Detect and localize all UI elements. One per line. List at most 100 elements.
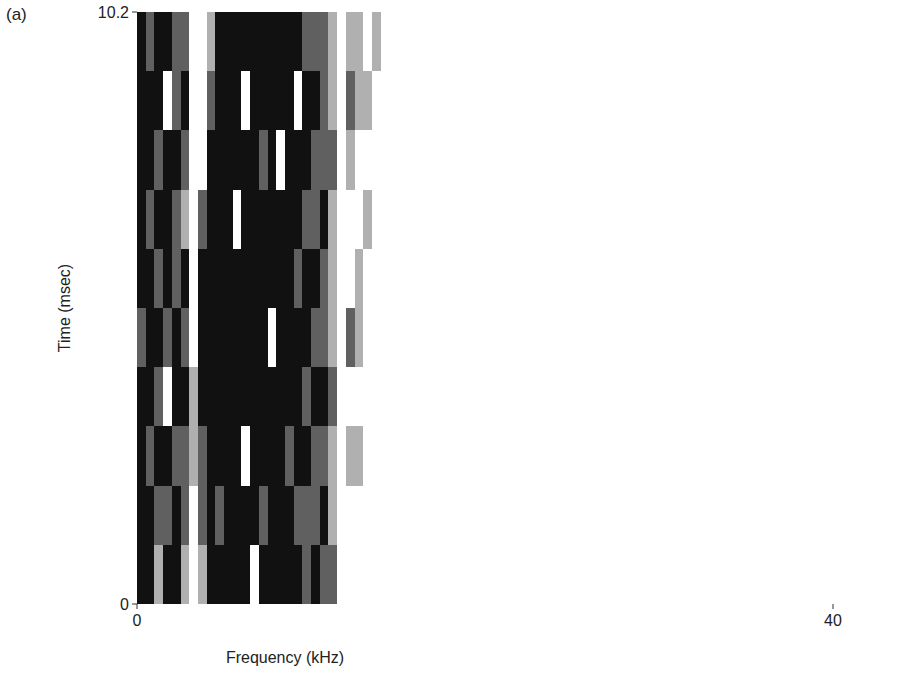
cell <box>311 190 320 249</box>
cell <box>250 249 259 308</box>
cell <box>215 486 224 545</box>
cell <box>381 367 390 426</box>
cell <box>320 486 329 545</box>
cell <box>146 486 155 545</box>
cell <box>154 545 163 604</box>
cell <box>233 249 242 308</box>
cell <box>189 426 198 485</box>
cell <box>337 367 346 426</box>
cell <box>259 486 268 545</box>
cell <box>241 545 250 604</box>
cell <box>381 12 390 71</box>
cell <box>285 190 294 249</box>
cell <box>250 486 259 545</box>
cell <box>172 249 181 308</box>
cell <box>355 249 364 308</box>
cell <box>372 367 381 426</box>
cell <box>355 71 364 130</box>
cell <box>189 249 198 308</box>
cell <box>207 486 216 545</box>
cell <box>311 367 320 426</box>
cell <box>233 426 242 485</box>
cell <box>215 367 224 426</box>
cell <box>294 12 303 71</box>
cell <box>259 130 268 189</box>
cell <box>320 71 329 130</box>
cell <box>276 130 285 189</box>
cell <box>320 545 329 604</box>
y-axis-title: Time (msec) <box>56 264 73 352</box>
cell <box>276 12 285 71</box>
cell <box>215 249 224 308</box>
cell <box>146 190 155 249</box>
cell <box>207 12 216 71</box>
cell <box>337 486 346 545</box>
cell <box>346 190 355 249</box>
y-tick <box>132 604 137 605</box>
cell <box>137 367 146 426</box>
cells <box>137 12 398 604</box>
x-tick-label: 40 <box>824 612 842 629</box>
cell <box>137 486 146 545</box>
cell <box>207 190 216 249</box>
cell <box>276 486 285 545</box>
cell <box>198 71 207 130</box>
cell <box>372 12 381 71</box>
cell <box>181 249 190 308</box>
cell <box>215 545 224 604</box>
cell <box>215 426 224 485</box>
cell <box>372 190 381 249</box>
cell <box>241 308 250 367</box>
cell <box>146 130 155 189</box>
cell <box>311 308 320 367</box>
cell <box>224 71 233 130</box>
cell <box>268 367 277 426</box>
cell <box>250 308 259 367</box>
cell <box>137 190 146 249</box>
cell <box>276 190 285 249</box>
cell <box>207 545 216 604</box>
cell <box>137 308 146 367</box>
cell <box>259 308 268 367</box>
cell <box>294 190 303 249</box>
cell <box>285 308 294 367</box>
cell <box>163 190 172 249</box>
cell <box>346 545 355 604</box>
cell <box>259 249 268 308</box>
cell <box>294 486 303 545</box>
cell <box>363 190 372 249</box>
cell <box>198 130 207 189</box>
cell <box>346 130 355 189</box>
cell <box>224 130 233 189</box>
cell <box>302 71 311 130</box>
cell <box>154 130 163 189</box>
cell <box>198 367 207 426</box>
cell <box>146 426 155 485</box>
cell <box>189 190 198 249</box>
cell <box>154 426 163 485</box>
cell <box>328 426 337 485</box>
cell <box>328 249 337 308</box>
cell <box>320 426 329 485</box>
cell <box>302 130 311 189</box>
cell <box>146 71 155 130</box>
cell <box>294 545 303 604</box>
cell <box>198 249 207 308</box>
panel-label: (a) <box>6 5 27 24</box>
cell <box>181 545 190 604</box>
cell <box>311 426 320 485</box>
cell <box>285 486 294 545</box>
cell <box>302 545 311 604</box>
cell <box>215 130 224 189</box>
cell <box>302 426 311 485</box>
cell <box>154 12 163 71</box>
cell <box>189 71 198 130</box>
cell <box>320 308 329 367</box>
cell <box>189 12 198 71</box>
cell <box>259 12 268 71</box>
cell <box>363 367 372 426</box>
cell <box>276 249 285 308</box>
cell <box>355 545 364 604</box>
cell <box>302 486 311 545</box>
cell <box>224 249 233 308</box>
